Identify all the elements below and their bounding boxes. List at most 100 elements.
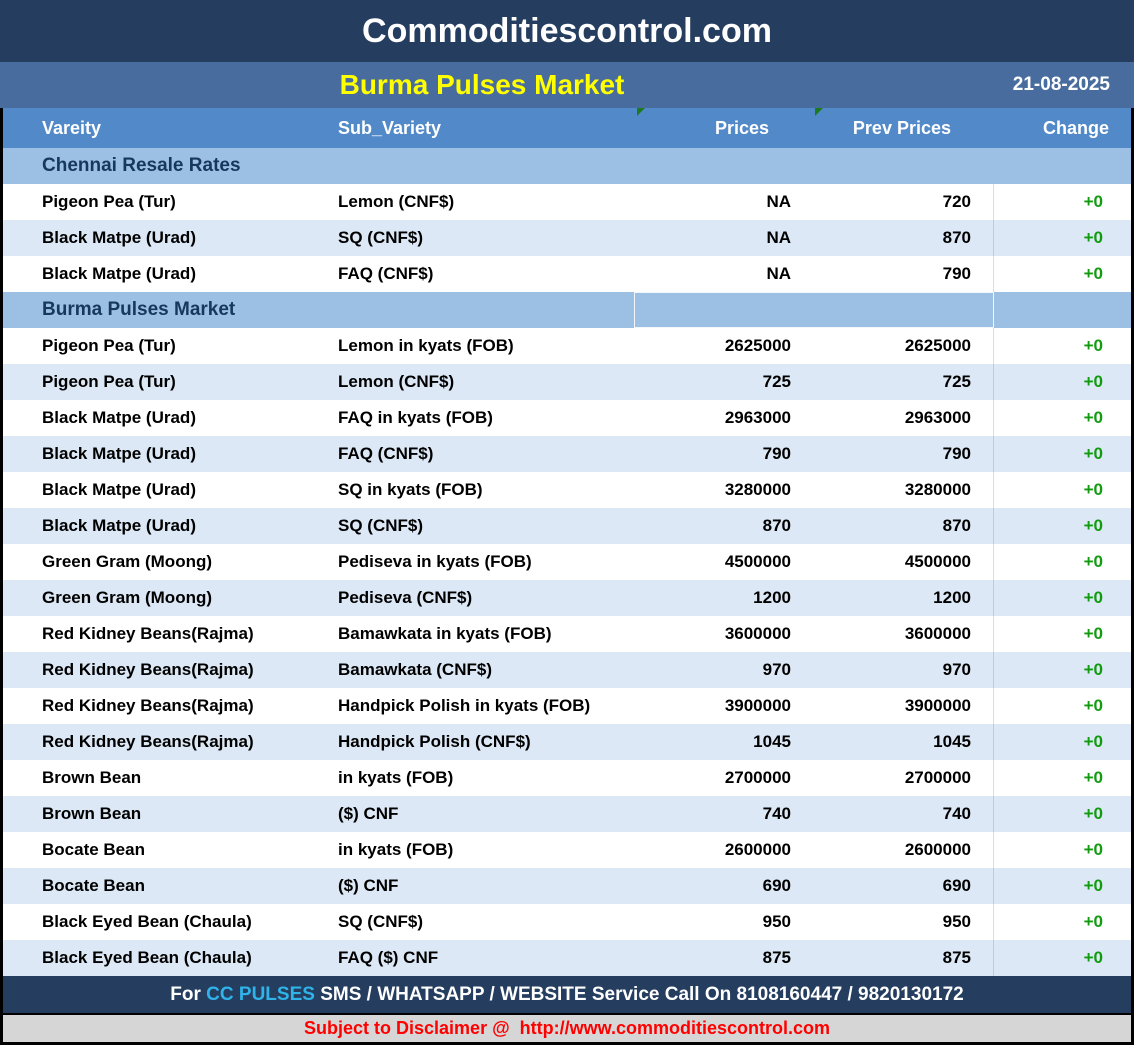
price-cell: 3280000	[724, 480, 791, 499]
change-cell: +0	[993, 796, 1131, 832]
table-row: Red Kidney Beans(Rajma) Handpick Polish …	[3, 688, 1131, 724]
prev-price-cell: 2700000	[904, 768, 971, 787]
prev-price-cell: 690	[942, 876, 971, 895]
sub-variety-cell: SQ (CNF$)	[338, 912, 423, 931]
cell-flag-icon	[637, 108, 645, 116]
footer-prefix: For	[170, 983, 207, 1005]
sub-variety-cell: SQ (CNF$)	[338, 516, 423, 535]
table-row: Pigeon Pea (Tur) Lemon in kyats (FOB) 26…	[3, 328, 1131, 364]
table-row: Black Eyed Bean (Chaula) FAQ ($) CNF 875…	[3, 940, 1131, 976]
price-cell: 690	[762, 876, 791, 895]
table-row: Black Matpe (Urad) SQ (CNF$) NA 870 +0	[3, 220, 1131, 256]
column-header-prices: Prices	[637, 108, 815, 148]
prev-price-cell: 2600000	[904, 840, 971, 859]
variety-cell: Black Matpe (Urad)	[42, 408, 196, 427]
price-cell: 3900000	[724, 696, 791, 715]
sub-variety-cell: ($) CNF	[338, 804, 399, 823]
prev-price-cell: 3900000	[904, 696, 971, 715]
prev-price-cell: 970	[942, 660, 971, 679]
change-cell: +0	[993, 472, 1131, 508]
table-row: Black Matpe (Urad) SQ in kyats (FOB) 328…	[3, 472, 1131, 508]
price-cell: 790	[762, 444, 791, 463]
table-row: Black Eyed Bean (Chaula) SQ (CNF$) 950 9…	[3, 904, 1131, 940]
prev-price-cell: 4500000	[904, 552, 971, 571]
sub-variety-cell: Bamawkata in kyats (FOB)	[338, 624, 552, 643]
prev-price-cell: 790	[942, 264, 971, 283]
sub-variety-cell: FAQ in kyats (FOB)	[338, 408, 493, 427]
price-cell: NA	[766, 192, 791, 211]
disclaimer-bar: Subject to Disclaimer @ http://www.commo…	[3, 1015, 1131, 1042]
variety-cell: Green Gram (Moong)	[42, 552, 213, 571]
disclaimer-label: Subject to Disclaimer @	[304, 1018, 520, 1038]
variety-cell: Red Kidney Beans(Rajma)	[42, 660, 254, 679]
price-cell: 2600000	[724, 840, 791, 859]
sub-variety-cell: FAQ ($) CNF	[338, 948, 439, 967]
section-title: Burma Pulses Market	[42, 299, 236, 320]
price-cell: 2700000	[724, 768, 791, 787]
sub-variety-cell: SQ in kyats (FOB)	[338, 480, 483, 499]
change-cell: +0	[993, 688, 1131, 724]
variety-cell: Black Eyed Bean (Chaula)	[42, 912, 252, 931]
prev-price-cell: 2625000	[904, 336, 971, 355]
price-cell: 1045	[753, 732, 791, 751]
sub-variety-cell: in kyats (FOB)	[338, 840, 454, 859]
price-cell: 2625000	[724, 336, 791, 355]
change-cell: +0	[993, 616, 1131, 652]
report-title-bar: Burma Pulses Market 21-08-2025	[0, 62, 1134, 108]
table-row: Green Gram (Moong) Pediseva in kyats (FO…	[3, 544, 1131, 580]
price-cell: 725	[762, 372, 791, 391]
table-row: Black Matpe (Urad) FAQ (CNF$) 790 790 +0	[3, 436, 1131, 472]
prev-price-cell: 3280000	[904, 480, 971, 499]
table-row: Pigeon Pea (Tur) Lemon (CNF$) NA 720 +0	[3, 184, 1131, 220]
sub-variety-cell: Handpick Polish (CNF$)	[338, 732, 531, 751]
table-row: Bocate Bean in kyats (FOB) 2600000 26000…	[3, 832, 1131, 868]
section-row: Burma Pulses Market	[3, 292, 1131, 328]
prev-price-cell: 870	[942, 516, 971, 535]
prev-price-cell: 870	[942, 228, 971, 247]
change-cell: +0	[993, 544, 1131, 580]
disclaimer-url[interactable]: http://www.commoditiescontrol.com	[519, 1018, 830, 1038]
column-header-change: Change	[1042, 117, 1109, 138]
change-cell: +0	[993, 904, 1131, 940]
prev-price-cell: 790	[942, 444, 971, 463]
sub-variety-cell: Pediseva (CNF$)	[338, 588, 473, 607]
change-cell: +0	[993, 652, 1131, 688]
price-cell: 2963000	[724, 408, 791, 427]
table-row: Red Kidney Beans(Rajma) Bamawkata in kya…	[3, 616, 1131, 652]
change-cell: +0	[993, 940, 1131, 976]
change-cell: +0	[993, 184, 1131, 220]
sub-variety-cell: Lemon in kyats (FOB)	[338, 336, 514, 355]
change-cell: +0	[993, 364, 1131, 400]
price-cell: 740	[762, 804, 791, 823]
variety-cell: Black Matpe (Urad)	[42, 264, 196, 283]
price-cell: 870	[762, 516, 791, 535]
prev-price-cell: 1200	[933, 588, 971, 607]
table-row: Black Matpe (Urad) FAQ (CNF$) NA 790 +0	[3, 256, 1131, 292]
change-cell: +0	[993, 724, 1131, 760]
site-header: Commoditiescontrol.com	[0, 0, 1134, 62]
divider	[3, 1013, 1131, 1015]
change-cell: +0	[993, 868, 1131, 904]
change-cell: +0	[993, 508, 1131, 544]
prev-price-cell: 2963000	[904, 408, 971, 427]
change-cell: +0	[993, 580, 1131, 616]
table-row: Green Gram (Moong) Pediseva (CNF$) 1200 …	[3, 580, 1131, 616]
variety-cell: Black Eyed Bean (Chaula)	[42, 948, 252, 967]
variety-cell: Black Matpe (Urad)	[42, 480, 196, 499]
change-cell: +0	[993, 328, 1131, 364]
table-row: Brown Bean in kyats (FOB) 2700000 270000…	[3, 760, 1131, 796]
change-cell: +0	[993, 760, 1131, 796]
report-title: Burma Pulses Market	[339, 69, 625, 100]
prev-price-cell: 725	[942, 372, 971, 391]
sub-variety-cell: Lemon (CNF$)	[338, 192, 455, 211]
footer-text: SMS / WHATSAPP / WEBSITE Service Call On…	[314, 983, 964, 1005]
sub-variety-cell: FAQ (CNF$)	[338, 264, 434, 283]
change-cell: +0	[993, 832, 1131, 868]
table-header-row: Vareity Sub_Variety Prices Prev Prices C…	[3, 108, 1131, 148]
price-cell: 4500000	[724, 552, 791, 571]
price-cell: 970	[762, 660, 791, 679]
sub-variety-cell: FAQ (CNF$)	[338, 444, 434, 463]
variety-cell: Bocate Bean	[42, 876, 145, 895]
table-frame: Vareity Sub_Variety Prices Prev Prices C…	[0, 108, 1134, 1045]
